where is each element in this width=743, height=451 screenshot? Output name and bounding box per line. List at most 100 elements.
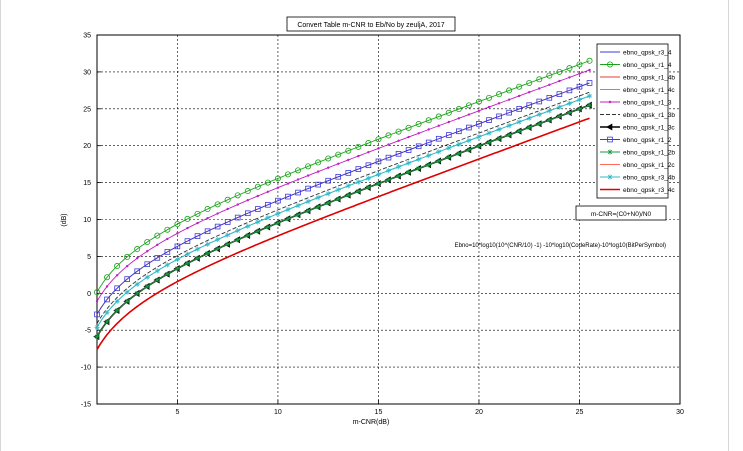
data-point [365, 175, 371, 181]
data-point [435, 113, 442, 120]
data-point [284, 171, 291, 178]
data-point [204, 206, 211, 213]
data-point [496, 126, 502, 132]
data-point [416, 165, 422, 172]
legend-entry: ebno_qpsk_r3_4c [600, 187, 675, 194]
data-point [274, 175, 281, 182]
axis-ticks: 5 10 15 20 25 30 -15 -10 -5 0 5 10 15 20 25 30 35 [81, 33, 684, 417]
data-point [214, 201, 221, 208]
legend-label: ebno_qpsk_r1_4 [623, 62, 672, 69]
data-point [325, 155, 332, 162]
data-point [345, 192, 351, 198]
data-point [164, 226, 171, 233]
data-point [204, 241, 211, 247]
series-line [96, 95, 590, 328]
data-point [445, 109, 452, 116]
data-point [506, 132, 512, 138]
y-tick-label: 35 [83, 33, 91, 40]
data-point [316, 170, 320, 173]
data-point [536, 111, 542, 118]
legend-label: ebno_qpsk_r1_2b [623, 149, 675, 156]
data-point [446, 154, 452, 160]
data-point [254, 183, 261, 190]
data-point [174, 243, 181, 250]
data-point [144, 261, 151, 268]
data-point [385, 177, 392, 183]
legend-label: ebno_qpsk_r3_4c [623, 187, 675, 194]
data-point [385, 154, 392, 161]
data-point [437, 124, 440, 127]
data-point [558, 79, 561, 83]
data-point [174, 221, 181, 228]
y-tick-label: -10 [81, 365, 91, 372]
data-point [285, 216, 291, 222]
data-point [225, 232, 231, 238]
data-point [215, 246, 221, 252]
data-point [335, 187, 341, 193]
data-point [576, 106, 583, 112]
y-tick-label: 25 [83, 106, 91, 113]
data-point [546, 117, 552, 123]
grid [97, 35, 680, 404]
data-point [497, 102, 501, 105]
data-point [295, 212, 301, 218]
data-point [466, 124, 472, 131]
legend-label: ebno_qpsk_r1_2 [623, 137, 672, 144]
data-point [357, 154, 360, 158]
data-point [224, 196, 231, 203]
data-point [164, 249, 171, 255]
data-point [315, 159, 322, 166]
annotation-mcnr: m-CNR=(C0+N0)/N0 [591, 211, 652, 218]
data-point [538, 87, 541, 90]
data-point [206, 217, 209, 220]
data-point [457, 117, 461, 120]
data-point [234, 214, 241, 221]
data-point [95, 300, 99, 303]
data-point [265, 215, 271, 221]
annotation-box [575, 205, 667, 221]
data-point [255, 219, 261, 225]
data-point [124, 298, 130, 304]
legend-entry: ebno_qpsk_r1_4c [600, 87, 675, 94]
data-point [114, 285, 120, 292]
data-point [194, 210, 201, 217]
data-point [235, 227, 241, 234]
x-axis-label: m-CNR(dB) [353, 419, 390, 426]
series-layer [93, 57, 593, 351]
data-point [536, 98, 543, 105]
data-point [435, 135, 442, 142]
data-point [214, 223, 221, 230]
x-tick-label: 15 [375, 409, 383, 416]
data-point [325, 191, 331, 197]
data-point [365, 184, 371, 191]
data-point [536, 76, 543, 83]
data-point [265, 224, 271, 230]
data-point [326, 166, 330, 169]
data-point [405, 147, 412, 153]
x-tick-label: 20 [475, 409, 483, 416]
data-point [154, 232, 161, 239]
data-point [365, 140, 372, 147]
data-point [486, 130, 492, 136]
legend-entry: ebno_qpsk_r1_3 [600, 99, 672, 106]
data-point [486, 117, 492, 123]
data-point [226, 207, 229, 211]
data-point [305, 185, 311, 192]
data-point [146, 250, 149, 253]
data-point [475, 98, 482, 105]
legend-entry: ebno_qpsk_r1_2 [600, 136, 672, 144]
data-point [506, 109, 512, 116]
legend-entry: ebno_qpsk_r3_4b [600, 174, 675, 181]
data-point [496, 135, 502, 142]
data-point [586, 57, 593, 64]
series-5 [95, 68, 591, 303]
y-tick-label: -15 [81, 402, 91, 409]
data-point [134, 246, 141, 253]
data-point [607, 149, 613, 155]
data-point [536, 121, 542, 127]
data-point [295, 202, 301, 209]
data-point [156, 243, 159, 247]
legend-label: ebno_qpsk_r3_4b [623, 174, 675, 181]
data-point [124, 253, 131, 260]
